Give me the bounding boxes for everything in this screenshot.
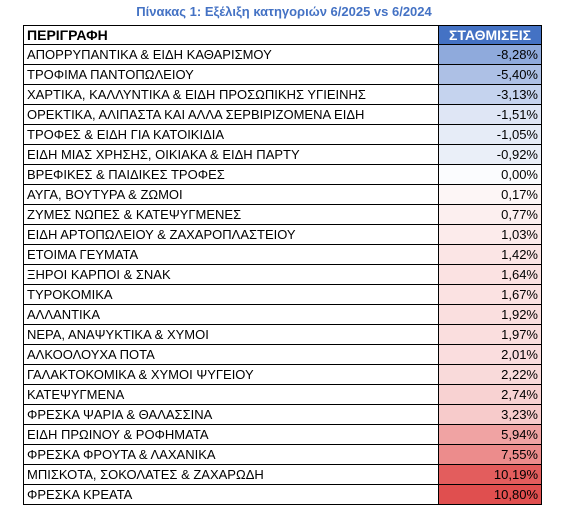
weight-value: 0,17%: [438, 184, 542, 205]
weight-value: -5,40%: [438, 64, 542, 85]
category-label: ΟΡΕΚΤΙΚΑ, ΑΛΙΠΑΣΤΑ ΚΑΙ ΑΛΛΑ ΣΕΡΒΙΡΙΖΟΜΕΝ…: [23, 104, 439, 125]
table-row: ΦΡΕΣΚΑ ΦΡΟΥΤΑ & ΛΑΧΑΝΙΚΑ 7,55%: [23, 444, 542, 465]
categories-table: ΠΕΡΙΓΡΑΦΗ ΣΤΑΘΜΙΣΕΙΣ ΑΠΟΡΡΥΠΑΝΤΙΚΑ & ΕΙΔ…: [23, 25, 542, 505]
weight-value: 0,00%: [438, 164, 542, 185]
category-label: ΑΠΟΡΡΥΠΑΝΤΙΚΑ & ΕΙΔΗ ΚΑΘΑΡΙΣΜΟΥ: [23, 44, 439, 65]
weight-value: 1,97%: [438, 324, 542, 345]
weight-value: -0,92%: [438, 144, 542, 165]
weight-value: 7,55%: [438, 444, 542, 465]
table-row: ΤΡΟΦΕΣ & ΕΙΔΗ ΓΙΑ ΚΑΤΟΙΚΙΔΙΑ -1,05%: [23, 124, 542, 145]
table-row: ΑΠΟΡΡΥΠΑΝΤΙΚΑ & ΕΙΔΗ ΚΑΘΑΡΙΣΜΟΥ -8,28%: [23, 44, 542, 65]
weight-value: 0,77%: [438, 204, 542, 225]
table-row: ΞΗΡΟΙ ΚΑΡΠΟΙ & ΣΝΑΚ 1,64%: [23, 264, 542, 285]
table-row: ΤΥΡΟΚΟΜΙΚΑ 1,67%: [23, 284, 542, 305]
weight-value: -8,28%: [438, 44, 542, 65]
table-row: ΟΡΕΚΤΙΚΑ, ΑΛΙΠΑΣΤΑ ΚΑΙ ΑΛΛΑ ΣΕΡΒΙΡΙΖΟΜΕΝ…: [23, 104, 542, 125]
table-row: ΓΑΛΑΚΤΟΚΟΜΙΚΑ & ΧΥΜΟΙ ΨΥΓΕΙΟΥ 2,22%: [23, 364, 542, 385]
weight-value: -1,51%: [438, 104, 542, 125]
weight-value: -1,05%: [438, 124, 542, 145]
table-row: ΤΡΟΦΙΜΑ ΠΑΝΤΟΠΩΛΕΙΟΥ -5,40%: [23, 64, 542, 85]
category-label: ΕΤΟΙΜΑ ΓΕΥΜΑΤΑ: [23, 244, 439, 265]
weight-value: -3,13%: [438, 84, 542, 105]
table-row: ΕΙΔΗ ΠΡΩΙΝΟΥ & ΡΟΦΗΜΑΤΑ 5,94%: [23, 424, 542, 445]
category-label: ΖΥΜΕΣ ΝΩΠΕΣ & ΚΑΤΕΨΥΓΜΕΝΕΣ: [23, 204, 439, 225]
weight-value: 1,03%: [438, 224, 542, 245]
table-row: ΕΙΔΗ ΑΡΤΟΠΩΛΕΙΟΥ & ΖΑΧΑΡΟΠΛΑΣΤΕΙΟΥ 1,03%: [23, 224, 542, 245]
column-header-description: ΠΕΡΙΓΡΑΦΗ: [23, 25, 439, 45]
weight-value: 2,74%: [438, 384, 542, 405]
table-header-row: ΠΕΡΙΓΡΑΦΗ ΣΤΑΘΜΙΣΕΙΣ: [23, 25, 542, 45]
category-label: ΞΗΡΟΙ ΚΑΡΠΟΙ & ΣΝΑΚ: [23, 264, 439, 285]
category-label: ΝΕΡΑ, ΑΝΑΨΥΚΤΙΚΑ & ΧΥΜΟΙ: [23, 324, 439, 345]
table-row: ΦΡΕΣΚΑ ΚΡΕΑΤΑ 10,80%: [23, 484, 542, 505]
weight-value: 10,19%: [438, 464, 542, 485]
weight-value: 1,64%: [438, 264, 542, 285]
weight-value: 5,94%: [438, 424, 542, 445]
table-row: ΜΠΙΣΚΟΤΑ, ΣΟΚΟΛΑΤΕΣ & ΖΑΧΑΡΩΔΗ 10,19%: [23, 464, 542, 485]
category-label: ΦΡΕΣΚΑ ΨΑΡΙΑ & ΘΑΛΑΣΣΙΝΑ: [23, 404, 439, 425]
weight-value: 1,92%: [438, 304, 542, 325]
category-label: ΤΥΡΟΚΟΜΙΚΑ: [23, 284, 439, 305]
category-label: ΕΙΔΗ ΑΡΤΟΠΩΛΕΙΟΥ & ΖΑΧΑΡΟΠΛΑΣΤΕΙΟΥ: [23, 224, 439, 245]
category-label: ΤΡΟΦΕΣ & ΕΙΔΗ ΓΙΑ ΚΑΤΟΙΚΙΔΙΑ: [23, 124, 439, 145]
weight-value: 2,01%: [438, 344, 542, 365]
category-label: ΦΡΕΣΚΑ ΚΡΕΑΤΑ: [23, 484, 439, 505]
weight-value: 3,23%: [438, 404, 542, 425]
table-row: ΝΕΡΑ, ΑΝΑΨΥΚΤΙΚΑ & ΧΥΜΟΙ 1,97%: [23, 324, 542, 345]
weight-value: 1,67%: [438, 284, 542, 305]
category-label: ΚΑΤΕΨΥΓΜΕΝΑ: [23, 384, 439, 405]
category-label: ΜΠΙΣΚΟΤΑ, ΣΟΚΟΛΑΤΕΣ & ΖΑΧΑΡΩΔΗ: [23, 464, 439, 485]
table-row: ΧΑΡΤΙΚΑ, ΚΑΛΛΥΝΤΙΚΑ & ΕΙΔΗ ΠΡΟΣΩΠΙΚΗΣ ΥΓ…: [23, 84, 542, 105]
category-label: ΦΡΕΣΚΑ ΦΡΟΥΤΑ & ΛΑΧΑΝΙΚΑ: [23, 444, 439, 465]
category-label: ΑΥΓΑ, ΒΟΥΤΥΡΑ & ΖΩΜΟΙ: [23, 184, 439, 205]
category-label: ΓΑΛΑΚΤΟΚΟΜΙΚΑ & ΧΥΜΟΙ ΨΥΓΕΙΟΥ: [23, 364, 439, 385]
weight-value: 2,22%: [438, 364, 542, 385]
table-row: ΑΥΓΑ, ΒΟΥΤΥΡΑ & ΖΩΜΟΙ 0,17%: [23, 184, 542, 205]
table-row: ΑΛΛΑΝΤΙΚΑ 1,92%: [23, 304, 542, 325]
table-row: ΕΤΟΙΜΑ ΓΕΥΜΑΤΑ 1,42%: [23, 244, 542, 265]
weight-value: 1,42%: [438, 244, 542, 265]
table-row: ΦΡΕΣΚΑ ΨΑΡΙΑ & ΘΑΛΑΣΣΙΝΑ 3,23%: [23, 404, 542, 425]
table-row: ΚΑΤΕΨΥΓΜΕΝΑ 2,74%: [23, 384, 542, 405]
category-label: ΑΛΚΟΟΛΟΥΧΑ ΠΟΤΑ: [23, 344, 439, 365]
category-label: ΧΑΡΤΙΚΑ, ΚΑΛΛΥΝΤΙΚΑ & ΕΙΔΗ ΠΡΟΣΩΠΙΚΗΣ ΥΓ…: [23, 84, 439, 105]
table-title: Πίνακας 1: Εξέλιξη κατηγοριών 6/2025 vs …: [136, 4, 432, 19]
category-label: ΑΛΛΑΝΤΙΚΑ: [23, 304, 439, 325]
table-row: ΕΙΔΗ ΜΙΑΣ ΧΡΗΣΗΣ, ΟΙΚΙΑΚΑ & ΕΙΔΗ ΠΑΡΤΥ -0…: [23, 144, 542, 165]
category-label: ΤΡΟΦΙΜΑ ΠΑΝΤΟΠΩΛΕΙΟΥ: [23, 64, 439, 85]
weight-value: 10,80%: [438, 484, 542, 505]
column-header-weights: ΣΤΑΘΜΙΣΕΙΣ: [438, 25, 542, 45]
category-label: ΕΙΔΗ ΠΡΩΙΝΟΥ & ΡΟΦΗΜΑΤΑ: [23, 424, 439, 445]
table-row: ΖΥΜΕΣ ΝΩΠΕΣ & ΚΑΤΕΨΥΓΜΕΝΕΣ 0,77%: [23, 204, 542, 225]
table-row: ΒΡΕΦΙΚΕΣ & ΠΑΙΔΙΚΕΣ ΤΡΟΦΕΣ 0,00%: [23, 164, 542, 185]
category-label: ΕΙΔΗ ΜΙΑΣ ΧΡΗΣΗΣ, ΟΙΚΙΑΚΑ & ΕΙΔΗ ΠΑΡΤΥ: [23, 144, 439, 165]
category-label: ΒΡΕΦΙΚΕΣ & ΠΑΙΔΙΚΕΣ ΤΡΟΦΕΣ: [23, 164, 439, 185]
table-row: ΑΛΚΟΟΛΟΥΧΑ ΠΟΤΑ 2,01%: [23, 344, 542, 365]
